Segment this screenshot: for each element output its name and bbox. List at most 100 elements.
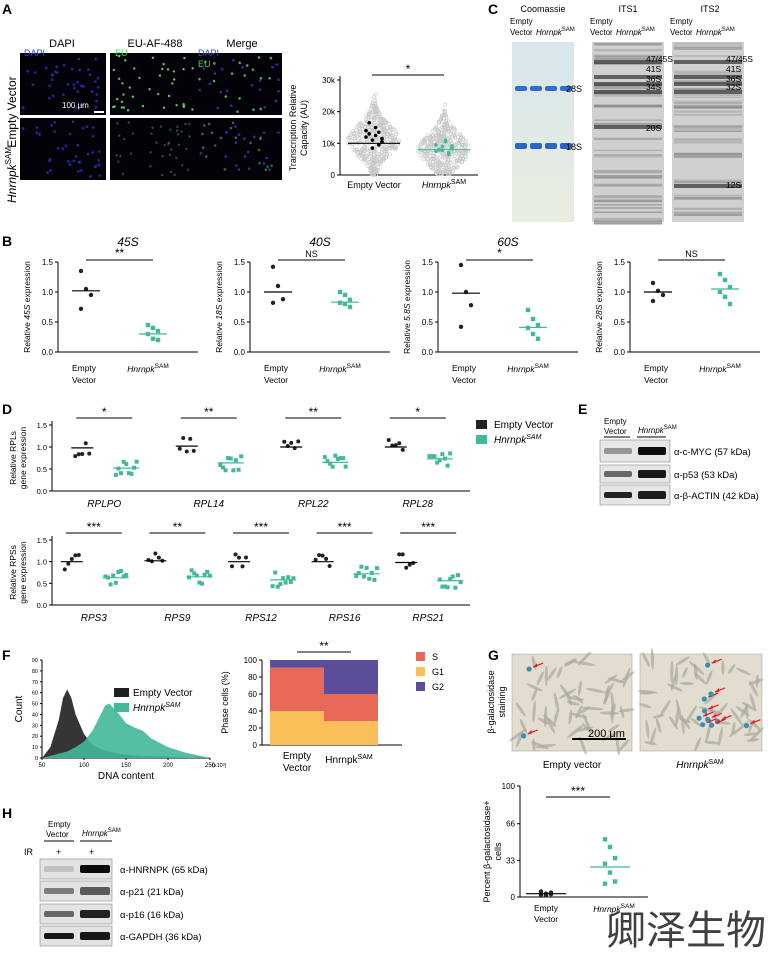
y-axis-label-line-2: Capacity (AU) [299, 100, 309, 156]
cell-shape [659, 700, 671, 717]
cell-shape [639, 691, 653, 695]
its2-band-label: 12S [726, 180, 741, 190]
cell-point [433, 169, 438, 174]
hnrnpk-sam-point [354, 573, 359, 578]
cell-shape [575, 705, 583, 719]
merge-dot [245, 64, 249, 67]
empty-vector-point [324, 556, 329, 561]
empty-vector-point [73, 553, 78, 558]
cell-point [353, 138, 358, 143]
empty-vector-point [237, 555, 241, 560]
hnrnpk-sam-point [445, 585, 450, 590]
replicate-mean-point [367, 120, 372, 125]
x-label-empty: Empty [264, 363, 289, 373]
significance-label: *** [254, 520, 268, 534]
eu-signal-dot [180, 130, 183, 133]
replicate-mean-point [377, 143, 381, 147]
y-label-gene: 28S [594, 304, 604, 320]
cell-shape [620, 671, 635, 683]
cell-point [455, 141, 460, 146]
hnrnpk-sam-point [727, 285, 733, 290]
nucleus-dot [76, 143, 80, 147]
eu-signal-dot [166, 68, 170, 71]
merge-dot [271, 65, 274, 69]
arrow-head [721, 715, 726, 720]
nucleus-dot [82, 84, 85, 88]
merge-dot [264, 168, 268, 171]
replicate-mean-point [443, 138, 448, 142]
y-tick-label: 1.5 [614, 258, 626, 267]
smear-band [594, 56, 662, 59]
smear-band [594, 207, 662, 209]
hnrnpk-sam-point [612, 879, 618, 884]
eu-signal-dot [187, 168, 190, 171]
cell-point [443, 167, 447, 172]
x-label-hnrnpk: HnrnpkSAM [699, 363, 741, 374]
eu-signal-dot [173, 173, 176, 177]
cell-shape [705, 670, 713, 685]
lane-label-sup: SAM [664, 425, 677, 431]
empty-vector-point [317, 553, 322, 558]
panel-letter-e: E [578, 401, 587, 417]
cell-shape [578, 680, 582, 697]
hnrnpk-sam-point [602, 837, 608, 842]
replicate-mean-point [370, 138, 375, 142]
image-label-gene: Hnrnpk [676, 760, 709, 771]
cell-point [428, 134, 432, 138]
cell-point [435, 160, 440, 164]
y-tick-label: 30 [32, 723, 38, 729]
rrna-band [594, 60, 662, 64]
nucleus-dot [96, 85, 100, 89]
smear-band [674, 45, 742, 48]
y-label-gene: 18S [214, 304, 224, 319]
hnrnpk-sam-point [347, 304, 353, 310]
hnrnpk-sam-point [202, 572, 207, 577]
arrow-head [527, 729, 532, 734]
histogram-empty-vector [42, 689, 210, 758]
nucleus-dot [94, 105, 98, 109]
cell-point [373, 158, 378, 163]
smear-band [674, 194, 742, 197]
cell-shape [749, 692, 757, 712]
band-28s [530, 86, 542, 91]
y-axis-label: Percent β-galactosidase+cells [482, 801, 503, 903]
merge-dot [265, 156, 268, 160]
nucleus-dot [76, 80, 80, 84]
cell-point [430, 156, 435, 161]
hnrnpk-sam-point [432, 454, 437, 459]
lane-label-sup: SAM [642, 27, 655, 33]
empty-vector-point [76, 552, 81, 557]
smear-band [594, 87, 662, 89]
x-label-sup: SAM [347, 363, 361, 370]
merge-dot [230, 104, 233, 107]
merge-dot [258, 161, 261, 165]
nucleus-dot [94, 80, 97, 84]
cell-point [381, 116, 386, 121]
replicate-mean-point [380, 139, 384, 144]
western-blot-strip [599, 439, 671, 463]
nucleus-dot [77, 57, 81, 61]
eu-signal-dot [117, 160, 120, 163]
hnrnpk-sam-point [103, 574, 108, 579]
merge-dot [203, 124, 206, 127]
rrna-band [594, 125, 662, 129]
smear-band [594, 58, 662, 61]
cell-point [446, 128, 451, 133]
smear-band [594, 42, 662, 46]
empty-vector-point [289, 440, 294, 445]
nucleus-dot [49, 169, 52, 172]
cell-shape [675, 656, 690, 666]
cell-shape [519, 718, 528, 734]
image-label-sup: SAM [709, 759, 724, 766]
lane-label-gene: Hnrnpk [696, 28, 723, 37]
cell-shape [650, 727, 657, 745]
y-tick-label: 1.5 [422, 258, 434, 267]
empty-vector-point [270, 300, 276, 305]
cell-point [434, 134, 438, 139]
band-hnrnpk-sam [638, 491, 666, 499]
empty-vector-point [146, 558, 151, 563]
eu-signal-dot [159, 125, 163, 128]
western-blot-strip [39, 925, 113, 947]
its2-band-label: 32S [726, 82, 741, 92]
hnrnpk-sam-point [207, 573, 212, 578]
